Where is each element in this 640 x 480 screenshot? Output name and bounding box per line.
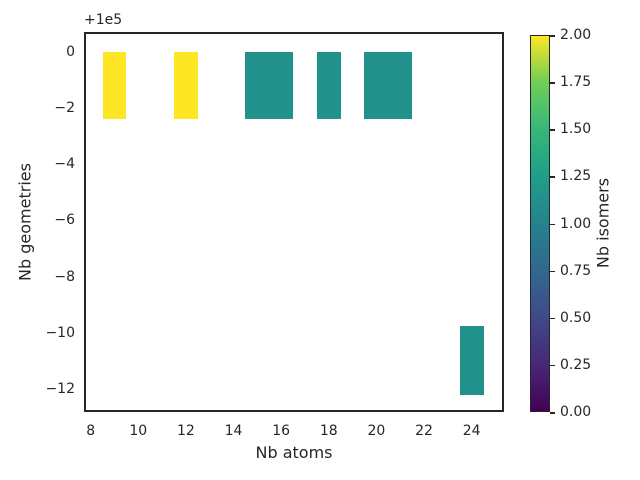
x-tick-label: 8 — [86, 423, 96, 439]
y-tick-label: −12 — [45, 381, 75, 398]
plot-area — [84, 32, 504, 412]
x-axis-label: Nb atoms — [255, 443, 333, 462]
bar-x20 — [364, 51, 389, 120]
x-tick-label: 10 — [129, 423, 148, 439]
colorbar-tick-mark — [550, 412, 555, 414]
colorbar-tick-mark — [550, 317, 555, 320]
bar-x15 — [245, 51, 270, 120]
y-tick-label: −2 — [54, 99, 75, 116]
colorbar-tick-label: 0.50 — [560, 309, 592, 326]
y-tick-label: −4 — [54, 156, 75, 173]
bar-x9 — [102, 51, 127, 120]
bar-x12 — [174, 51, 198, 120]
colorbar-tick-mark — [550, 176, 555, 178]
bar-x24 — [459, 325, 484, 395]
colorbar-tick-label: 0.25 — [560, 356, 592, 373]
x-tick-label: 18 — [319, 423, 338, 439]
colorbar-tick-label: 2.00 — [560, 27, 592, 43]
bar-x21 — [388, 51, 413, 120]
colorbar-tick-mark — [550, 129, 555, 131]
colorbar-tick-mark — [550, 223, 555, 225]
bar-x16 — [269, 51, 294, 120]
colorbar-tick-mark — [550, 270, 555, 273]
y-axis-label: Nb geometries — [15, 163, 35, 281]
y-tick-label: −6 — [54, 212, 75, 229]
colorbar-tick-label: 0.00 — [560, 404, 592, 420]
x-tick-label: 20 — [367, 423, 386, 439]
colorbar-label: Nb isomers — [593, 177, 613, 269]
colorbar-tick-label: 1.00 — [560, 215, 592, 232]
colorbar-tick-label: 1.75 — [560, 74, 592, 91]
colorbar-tick-mark — [550, 364, 555, 367]
colorbar-tick-mark — [550, 35, 555, 37]
y-axis-offset-text: +1e5 — [84, 12, 123, 28]
y-tick-label: −8 — [54, 268, 75, 285]
bar-x18 — [316, 51, 341, 120]
y-tick-label: −10 — [45, 324, 75, 341]
x-tick-label: 22 — [415, 423, 433, 439]
colorbar — [530, 35, 550, 412]
colorbar-tick-label: 1.50 — [560, 121, 592, 138]
colorbar-tick-mark — [550, 82, 555, 84]
x-tick-label: 12 — [176, 423, 195, 439]
x-tick-label: 14 — [224, 423, 243, 439]
x-tick-label: 16 — [272, 423, 291, 439]
x-tick-label: 24 — [462, 423, 481, 439]
colorbar-tick-label: 0.75 — [560, 262, 592, 279]
colorbar-tick-label: 1.25 — [560, 168, 592, 185]
y-tick-label: 0 — [66, 43, 75, 60]
